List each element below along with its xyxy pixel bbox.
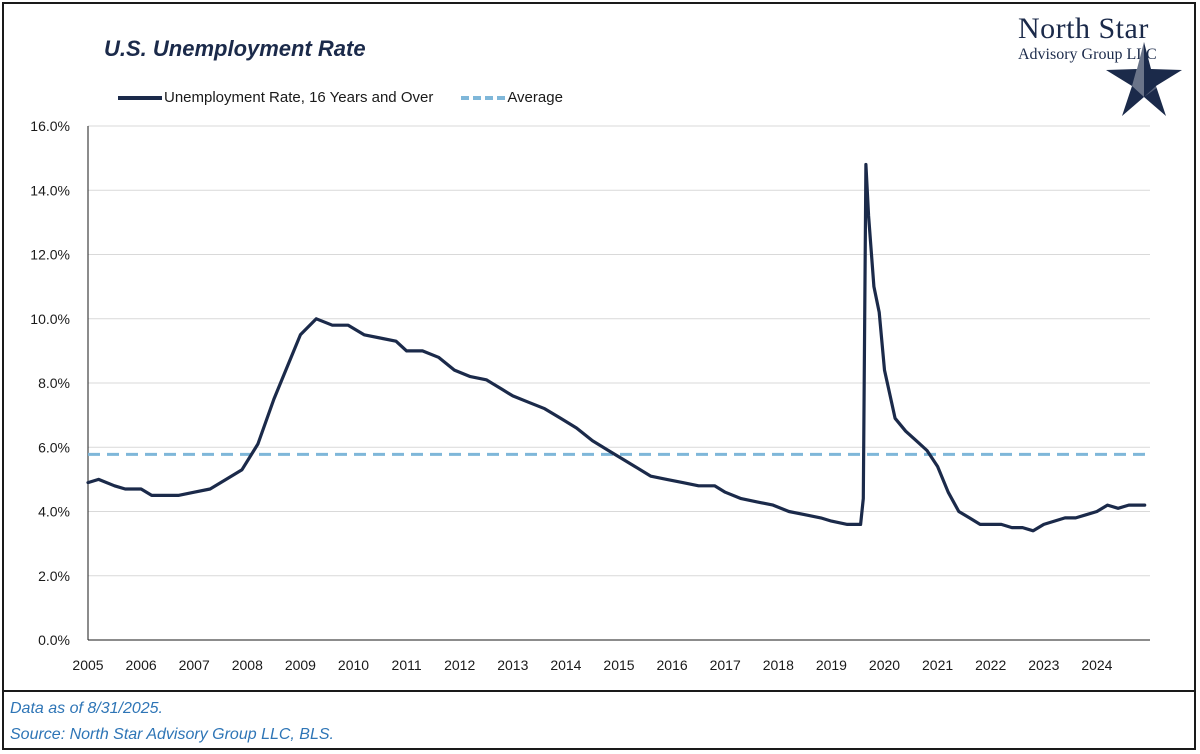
y-tick-label: 2.0% [38, 568, 70, 584]
x-tick-label: 2010 [338, 657, 369, 673]
legend-label-average: Average [507, 89, 563, 106]
y-tick-label: 4.0% [38, 504, 70, 520]
x-tick-label: 2015 [603, 657, 634, 673]
x-tick-label: 2011 [392, 657, 422, 673]
x-tick-label: 2017 [710, 657, 741, 673]
x-tick-label: 2018 [763, 657, 794, 673]
y-tick-label: 6.0% [38, 439, 70, 455]
y-tick-label: 0.0% [38, 632, 70, 648]
legend-item-series: Unemployment Rate, 16 Years and Over [118, 89, 433, 106]
x-tick-label: 2012 [444, 657, 475, 673]
y-tick-label: 12.0% [30, 247, 70, 263]
source-note: Source: North Star Advisory Group LLC, B… [10, 726, 334, 743]
north-star-logo: North Star Advisory Group LLC [1012, 8, 1192, 118]
legend-swatch-series [118, 95, 162, 100]
footer: Data as of 8/31/2025. Source: North Star… [2, 690, 1196, 750]
legend-item-average: Average [461, 89, 563, 106]
x-tick-label: 2024 [1081, 657, 1112, 673]
legend: Unemployment Rate, 16 Years and Over Ave… [118, 89, 591, 106]
x-tick-label: 2008 [232, 657, 263, 673]
x-tick-label: 2005 [72, 657, 103, 673]
x-tick-label: 2007 [179, 657, 210, 673]
x-tick-label: 2009 [285, 657, 316, 673]
star-icon [1106, 42, 1182, 116]
logo-group: Advisory Group [1018, 46, 1123, 63]
logo-name: North Star [1018, 12, 1149, 45]
y-tick-label: 16.0% [30, 118, 70, 134]
y-tick-label: 10.0% [30, 311, 70, 327]
legend-swatch-average [461, 95, 506, 100]
y-tick-label: 8.0% [38, 375, 70, 391]
x-tick-label: 2021 [922, 657, 953, 673]
x-tick-label: 2006 [126, 657, 157, 673]
y-tick-label: 14.0% [30, 182, 70, 198]
chart-title: U.S. Unemployment Rate [104, 36, 366, 61]
x-tick-label: 2013 [497, 657, 528, 673]
x-tick-label: 2022 [975, 657, 1006, 673]
series-line-unemployment-rate [86, 162, 1147, 533]
data-as-of-note: Data as of 8/31/2025. [10, 700, 163, 717]
x-tick-label: 2016 [657, 657, 688, 673]
line-chart: 0.0% 2.0% 4.0% 6.0% 8.0% 10.0% 12.0% 14.0% 16.0%… [30, 118, 1150, 673]
legend-label-series: Unemployment Rate, 16 Years and Over [164, 89, 434, 106]
x-tick-label: 2019 [816, 657, 847, 673]
x-tick-label: 2020 [869, 657, 900, 673]
x-tick-label: 2014 [550, 657, 581, 673]
x-tick-label: 2023 [1028, 657, 1059, 673]
